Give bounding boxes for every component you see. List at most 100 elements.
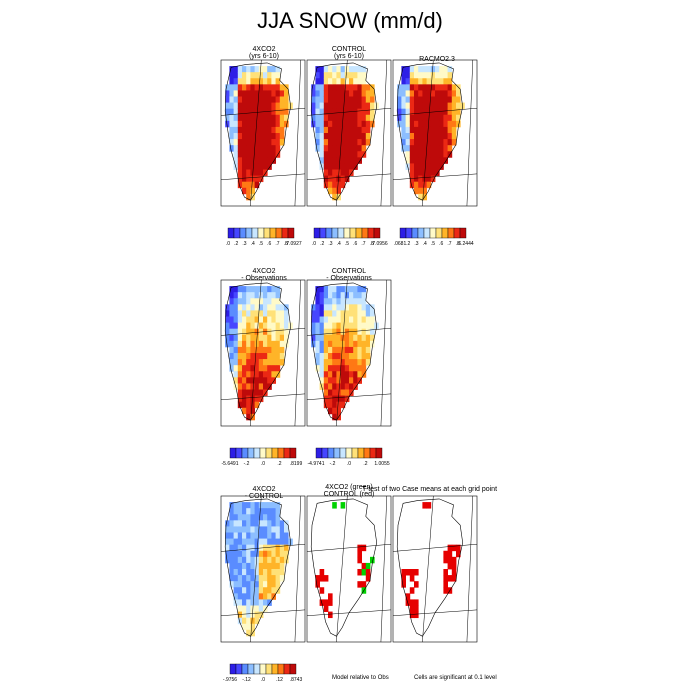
map-cell [233, 514, 239, 521]
map-cell [414, 163, 419, 170]
map-cell [405, 78, 411, 85]
map-cell [357, 139, 362, 146]
map-cell [254, 401, 260, 409]
colorbar-swatch [289, 447, 297, 459]
map-cell [353, 365, 358, 372]
map-cell [323, 120, 329, 128]
map-cells [311, 286, 379, 421]
map-cell [267, 353, 272, 360]
map-cell [258, 120, 264, 128]
map-cell [422, 163, 427, 170]
map-cell [233, 575, 239, 582]
map-cell [263, 575, 268, 582]
panel-title-control: CONTROL (yrs 6-10) [304, 46, 394, 60]
panel-title-line1: 4XCO2 (green) [325, 484, 373, 491]
map-cell [409, 96, 415, 103]
map-cell [353, 371, 358, 378]
map-cell [271, 126, 276, 134]
map-cell [443, 133, 448, 140]
map-cell [426, 133, 432, 140]
map-cell [336, 371, 341, 378]
longitude-line [336, 59, 348, 207]
colorbar-swatch [355, 227, 363, 239]
map-cell [250, 84, 255, 91]
map-cell [246, 617, 251, 625]
colorbar-tick-label: 7.0927 [286, 241, 302, 247]
map-cell [275, 328, 281, 336]
significance-cell [328, 599, 333, 606]
map-cell [357, 114, 362, 122]
map-cell [271, 538, 276, 546]
colorbar-swatch [417, 227, 425, 239]
map-cell [279, 562, 285, 570]
map-cell [332, 383, 337, 390]
map-cell [409, 181, 415, 189]
map-cell [353, 353, 358, 360]
map-cell [275, 359, 281, 366]
map-cell [451, 102, 457, 110]
map-cell [349, 316, 354, 323]
map-cell [311, 340, 316, 348]
map-cell [315, 126, 320, 134]
map-cell [332, 310, 337, 317]
map-cell [451, 108, 457, 116]
map-cell [349, 377, 354, 384]
map-cell [233, 108, 239, 116]
map-cell [344, 322, 350, 330]
map-cell [439, 163, 444, 170]
map-cell [279, 310, 285, 317]
map-cell [361, 90, 367, 97]
significance-cell [365, 575, 371, 582]
map-cell [319, 371, 325, 378]
map-cell [258, 514, 264, 521]
colorbar-swatch [247, 447, 255, 459]
map-cell [279, 120, 285, 128]
map-cell [246, 66, 251, 73]
significance-cell [328, 593, 333, 600]
map-cell [275, 286, 281, 293]
map-cell [258, 383, 264, 390]
map-cell [267, 66, 272, 73]
map-cell [323, 365, 329, 372]
map-cell [414, 114, 419, 122]
map-cell [340, 181, 346, 189]
map-cell [254, 66, 260, 73]
map-cell [246, 605, 251, 612]
map-cell [357, 108, 362, 116]
map-cells [397, 66, 465, 201]
map-cell [409, 145, 415, 152]
map-cell [246, 310, 251, 317]
map-cell [258, 520, 264, 527]
map-cell [344, 169, 350, 176]
map-cell [246, 562, 251, 570]
map-cell [275, 502, 281, 509]
map-cell [451, 84, 457, 91]
map-cell [267, 508, 272, 515]
map-cell [353, 334, 358, 342]
map-cell [250, 556, 255, 564]
map-cell [323, 304, 329, 311]
map-cell [242, 84, 247, 91]
map-cell [250, 401, 255, 409]
map-cell [357, 359, 362, 366]
map-cell [357, 322, 362, 330]
map-cell [311, 120, 316, 128]
map-cell [319, 359, 325, 366]
map-cell [250, 581, 255, 588]
map-cell [405, 157, 411, 164]
map-cell [233, 133, 239, 140]
map-cell [422, 66, 427, 73]
map-cell [246, 538, 251, 546]
map-cell [271, 340, 276, 348]
map-cell [271, 328, 276, 336]
map-cell [357, 126, 362, 134]
map-cell [271, 102, 276, 110]
map-cell [254, 353, 260, 360]
map-cell [336, 334, 341, 342]
map-cell [267, 84, 272, 91]
map-cell [332, 286, 337, 293]
map-cell [361, 145, 367, 152]
latitude-line [306, 327, 392, 336]
map-cell [418, 78, 423, 85]
map-cell [405, 108, 411, 116]
